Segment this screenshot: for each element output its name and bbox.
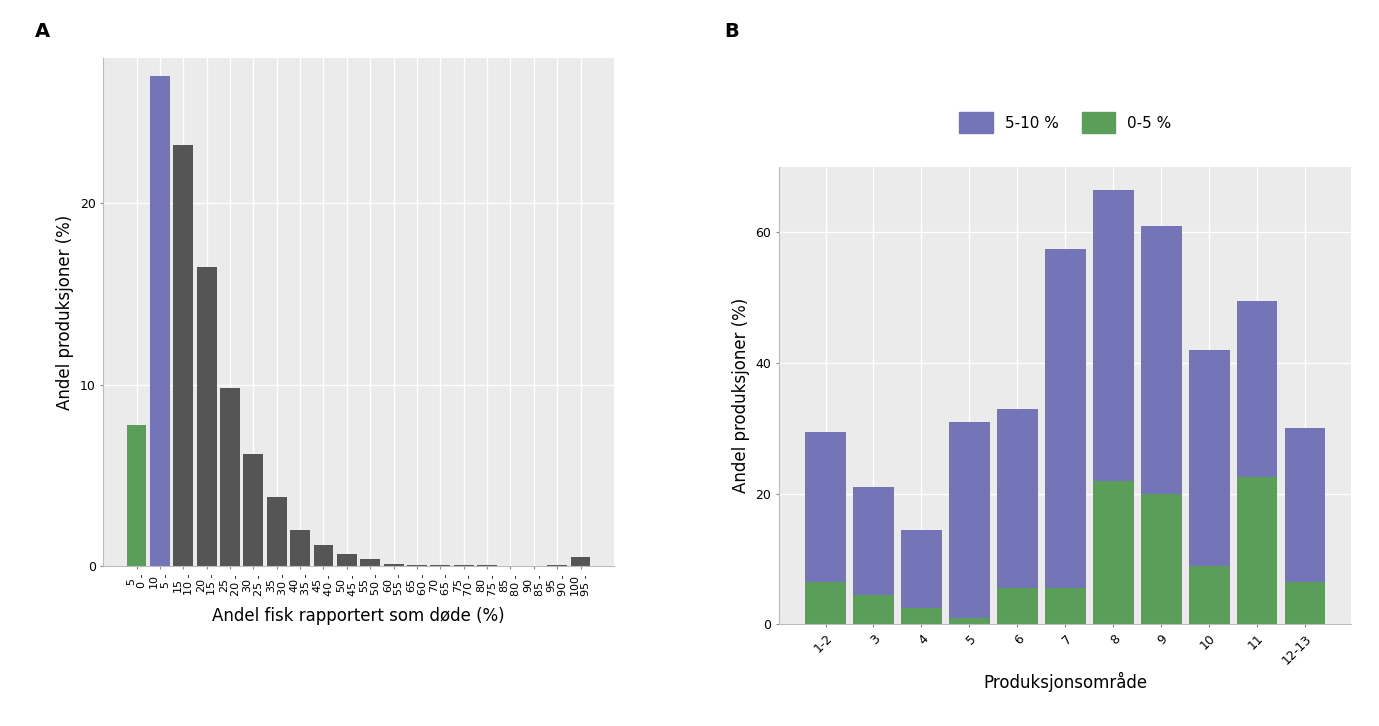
Bar xyxy=(383,563,404,566)
X-axis label: Andel fisk rapportert som døde (%): Andel fisk rapportert som døde (%) xyxy=(212,607,505,624)
Bar xyxy=(360,559,381,566)
Bar xyxy=(900,529,942,608)
Bar xyxy=(290,530,310,566)
Y-axis label: Andel produksjoner (%): Andel produksjoner (%) xyxy=(732,298,750,493)
Bar xyxy=(1189,566,1230,624)
Bar xyxy=(266,497,287,566)
Bar xyxy=(997,409,1038,588)
Bar xyxy=(127,425,146,566)
Legend: 5-10 %, 0-5 %: 5-10 %, 0-5 % xyxy=(953,106,1178,139)
Bar xyxy=(854,487,894,595)
Bar xyxy=(1189,350,1230,566)
Bar xyxy=(805,582,845,624)
Bar xyxy=(244,454,263,566)
Bar xyxy=(1285,428,1325,582)
Bar xyxy=(997,588,1038,624)
Bar xyxy=(1092,190,1134,481)
Y-axis label: Andel produksjoner (%): Andel produksjoner (%) xyxy=(57,215,74,409)
Bar xyxy=(949,422,990,618)
Bar xyxy=(336,553,357,566)
Bar xyxy=(900,608,942,624)
Text: B: B xyxy=(724,22,739,41)
Bar xyxy=(1237,478,1277,624)
Bar xyxy=(571,558,590,566)
Bar xyxy=(221,388,240,566)
Bar xyxy=(1092,481,1134,624)
Text: A: A xyxy=(34,22,50,41)
Bar xyxy=(174,145,193,566)
Bar xyxy=(805,431,845,582)
Bar xyxy=(1045,248,1085,588)
Bar xyxy=(1285,582,1325,624)
Bar xyxy=(949,618,990,624)
Bar xyxy=(1140,226,1182,494)
Bar xyxy=(313,544,334,566)
Bar xyxy=(1237,301,1277,478)
X-axis label: Produksjonsområde: Produksjonsområde xyxy=(983,672,1147,693)
Bar xyxy=(854,595,894,624)
Bar xyxy=(1140,494,1182,624)
Bar xyxy=(150,76,170,566)
Bar xyxy=(407,565,427,566)
Bar xyxy=(197,267,217,566)
Bar xyxy=(1045,588,1085,624)
